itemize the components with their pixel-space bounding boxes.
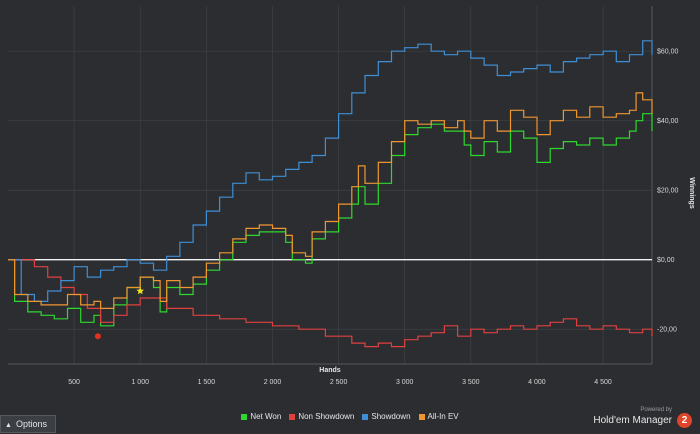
legend-label: All-In EV (427, 412, 459, 421)
options-label: Options (15, 419, 47, 429)
x-tick-label: 500 (68, 379, 80, 386)
y-tick-label: $0,00 (657, 257, 675, 264)
x-tick-label: 1 000 (131, 379, 149, 386)
star-marker (136, 287, 144, 295)
x-tick-label: 4 500 (594, 379, 612, 386)
series-line-showdown (8, 40, 653, 302)
series-lines (8, 40, 653, 348)
legend-label: Showdown (371, 412, 411, 421)
winnings-chart: 500 1 000 1 500 2 000 2 500 3 000 3 500 4 000 4 … (0, 0, 700, 405)
legend-swatch (362, 413, 369, 420)
brand-logo: Powered by Hold'em Manager 2 (584, 407, 694, 431)
x-axis-title: Hands (319, 367, 341, 374)
y-tick-label: $60,00 (657, 49, 679, 56)
y-tick-labels: -20,00 $0,00 $20,00 $40,00 $60,00 (657, 49, 679, 334)
x-tick-label: 2 500 (330, 379, 348, 386)
series-line-non-showdown (8, 259, 653, 348)
bottom-bar (0, 405, 700, 432)
legend-item-non-showdown[interactable]: Non Showdown (289, 412, 354, 421)
legend-swatch (418, 413, 425, 420)
x-tick-label: 3 000 (396, 379, 414, 386)
x-tick-label: 3 500 (462, 379, 480, 386)
y-tick-label: -20,00 (657, 327, 677, 334)
x-tick-label: 4 000 (528, 379, 546, 386)
legend-label: Non Showdown (298, 412, 355, 421)
legend-item-net-won[interactable]: Net Won (241, 412, 281, 421)
x-tick-label: 2 000 (264, 379, 282, 386)
gridlines (8, 6, 653, 365)
y-tick-label: $20,00 (657, 188, 679, 195)
powered-by-text: Powered by (640, 407, 672, 413)
legend-label: Net Won (250, 412, 282, 421)
legend-item-all-in-ev[interactable]: All-In EV (418, 412, 459, 421)
legend-swatch (241, 413, 248, 420)
y-axis-title: Winnings (688, 177, 695, 209)
product-name: Hold'em Manager (593, 415, 672, 426)
plot-background (0, 0, 700, 405)
triangle-up-icon: ▲ (5, 422, 12, 429)
y-tick-label: $40,00 (657, 118, 679, 125)
x-tick-label: 1 500 (198, 379, 216, 386)
chart-legend: Net Won Non Showdown Showdown All-In EV (0, 412, 700, 424)
series-line-all-in-ev (8, 92, 653, 309)
chart-markers (94, 287, 144, 340)
x-tick-labels: 500 1 000 1 500 2 000 2 500 3 000 3 500 4 000 4 … (68, 379, 612, 386)
red-dot-marker (94, 333, 101, 340)
hm2-logo-icon: 2 (677, 413, 692, 428)
legend-swatch (289, 413, 296, 420)
legend-item-showdown[interactable]: Showdown (362, 412, 411, 421)
